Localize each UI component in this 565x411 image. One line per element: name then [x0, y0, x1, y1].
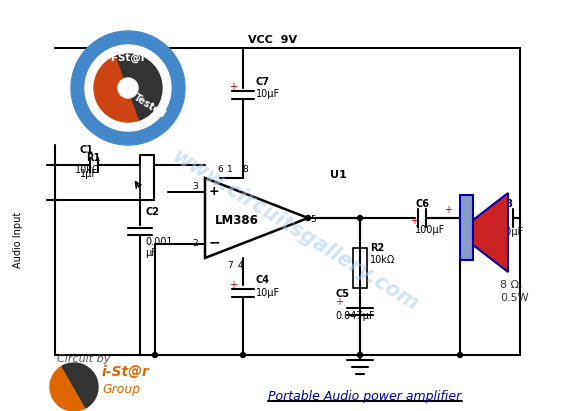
- Text: 5: 5: [310, 215, 316, 224]
- Text: 0.047μF: 0.047μF: [335, 311, 375, 321]
- Text: 0.5W: 0.5W: [500, 293, 529, 303]
- Text: +: +: [229, 280, 237, 290]
- Bar: [353, 248, 367, 288]
- Text: 4: 4: [237, 261, 243, 270]
- Circle shape: [358, 353, 363, 358]
- Circle shape: [153, 353, 158, 358]
- Wedge shape: [94, 56, 140, 122]
- Text: C4: C4: [256, 275, 270, 285]
- Text: C3: C3: [500, 199, 514, 209]
- Text: −: −: [209, 235, 220, 249]
- Text: R1: R1: [86, 153, 100, 163]
- Circle shape: [85, 45, 171, 131]
- Wedge shape: [116, 54, 162, 120]
- Text: +: +: [444, 205, 452, 215]
- Text: +: +: [229, 82, 237, 92]
- Text: 10μF: 10μF: [500, 227, 524, 237]
- Text: μF: μF: [145, 248, 157, 258]
- Text: +: +: [335, 297, 343, 307]
- Text: i-St@r: i-St@r: [110, 53, 146, 63]
- Text: 1μF: 1μF: [80, 169, 98, 179]
- Text: VCC  9V: VCC 9V: [248, 35, 297, 45]
- Bar: [140, 155, 154, 200]
- Text: Audio Input: Audio Input: [13, 212, 23, 268]
- Text: 10kΩ: 10kΩ: [370, 255, 395, 265]
- Text: C1: C1: [80, 145, 94, 155]
- Text: +: +: [410, 216, 418, 226]
- Text: 7: 7: [227, 261, 233, 270]
- Text: 0.001: 0.001: [145, 237, 172, 247]
- Text: Group: Group: [102, 383, 140, 395]
- Wedge shape: [62, 363, 98, 408]
- Text: LM386: LM386: [215, 213, 259, 226]
- Text: www.circuitsgallery.com: www.circuitsgallery.com: [168, 145, 422, 314]
- Text: 8: 8: [242, 166, 248, 175]
- Circle shape: [306, 215, 311, 220]
- Circle shape: [458, 353, 463, 358]
- Text: +: +: [500, 216, 508, 226]
- Circle shape: [118, 78, 138, 98]
- Circle shape: [71, 31, 185, 145]
- Text: 3: 3: [192, 182, 198, 192]
- Text: C6: C6: [415, 199, 429, 209]
- Polygon shape: [473, 193, 508, 272]
- Text: 1: 1: [227, 166, 233, 175]
- Text: Circuit by: Circuit by: [57, 354, 110, 364]
- Text: Portable Audio power amplifier: Portable Audio power amplifier: [268, 390, 462, 402]
- Circle shape: [358, 215, 363, 220]
- Text: 8 Ω,: 8 Ω,: [500, 280, 523, 290]
- Wedge shape: [50, 366, 86, 411]
- Bar: [460, 195, 473, 260]
- Text: +: +: [209, 185, 220, 199]
- Text: 6: 6: [217, 166, 223, 175]
- Text: 100μF: 100μF: [415, 225, 445, 235]
- Text: U1: U1: [330, 170, 347, 180]
- Text: 10kΩ: 10kΩ: [75, 165, 100, 175]
- Text: C7: C7: [256, 77, 270, 87]
- Text: C2: C2: [145, 207, 159, 217]
- Text: 2: 2: [192, 240, 198, 249]
- Text: 10μF: 10μF: [256, 89, 280, 99]
- Text: Tested: Tested: [132, 92, 168, 120]
- Circle shape: [241, 353, 246, 358]
- Text: C5: C5: [335, 289, 349, 299]
- Text: i-St@r: i-St@r: [102, 365, 150, 379]
- Text: R2: R2: [370, 243, 384, 253]
- Text: 10μF: 10μF: [256, 288, 280, 298]
